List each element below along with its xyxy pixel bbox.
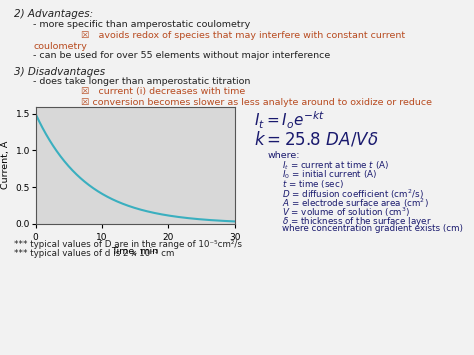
Text: $t$ = time (sec): $t$ = time (sec) <box>282 178 344 190</box>
Text: $A$ = electrode surface area (cm$^2$): $A$ = electrode surface area (cm$^2$) <box>282 197 429 210</box>
Text: $I_t = I_o e^{-kt}$: $I_t = I_o e^{-kt}$ <box>254 110 325 131</box>
Text: ☒ conversion becomes slower as less analyte around to oxidize or reduce: ☒ conversion becomes slower as less anal… <box>81 98 432 106</box>
Text: $k = 25.8\ DA/V\delta$: $k = 25.8\ DA/V\delta$ <box>254 129 378 148</box>
Text: - can be used for over 55 elements without major interference: - can be used for over 55 elements witho… <box>33 51 330 60</box>
Y-axis label: Current, A: Current, A <box>1 141 10 189</box>
Text: - does take longer than amperostatic titration: - does take longer than amperostatic tit… <box>33 77 251 86</box>
Text: ☒   avoids redox of species that may interfere with constant current: ☒ avoids redox of species that may inter… <box>81 31 405 40</box>
Text: coulometry: coulometry <box>33 42 87 51</box>
Text: ☒   current (i) decreases with time: ☒ current (i) decreases with time <box>81 87 245 96</box>
Text: *** typical values of D are in the range of 10⁻⁵cm²/s: *** typical values of D are in the range… <box>14 240 242 248</box>
Text: - more specific than amperostatic coulometry: - more specific than amperostatic coulom… <box>33 20 250 28</box>
Text: $I_0$ = initial current (A): $I_0$ = initial current (A) <box>282 169 377 181</box>
Text: $\delta$ = thickness of the surface layer: $\delta$ = thickness of the surface laye… <box>282 215 432 228</box>
Text: $I_t$ = current at time $t$ (A): $I_t$ = current at time $t$ (A) <box>282 160 389 172</box>
X-axis label: Time, min: Time, min <box>111 247 159 256</box>
Text: where:: where: <box>268 151 301 159</box>
Text: 3) Disadvantages: 3) Disadvantages <box>14 67 105 77</box>
Text: 2) Advantages:: 2) Advantages: <box>14 9 93 19</box>
Text: $D$ = diffusion coefficient (cm$^2$/s): $D$ = diffusion coefficient (cm$^2$/s) <box>282 187 424 201</box>
Text: $V$ = volume of solution (cm$^3$): $V$ = volume of solution (cm$^3$) <box>282 206 410 219</box>
Text: *** typical values of d is 2 x 10⁻³ cm: *** typical values of d is 2 x 10⁻³ cm <box>14 248 174 257</box>
Text: where concentration gradient exists (cm): where concentration gradient exists (cm) <box>282 224 463 233</box>
